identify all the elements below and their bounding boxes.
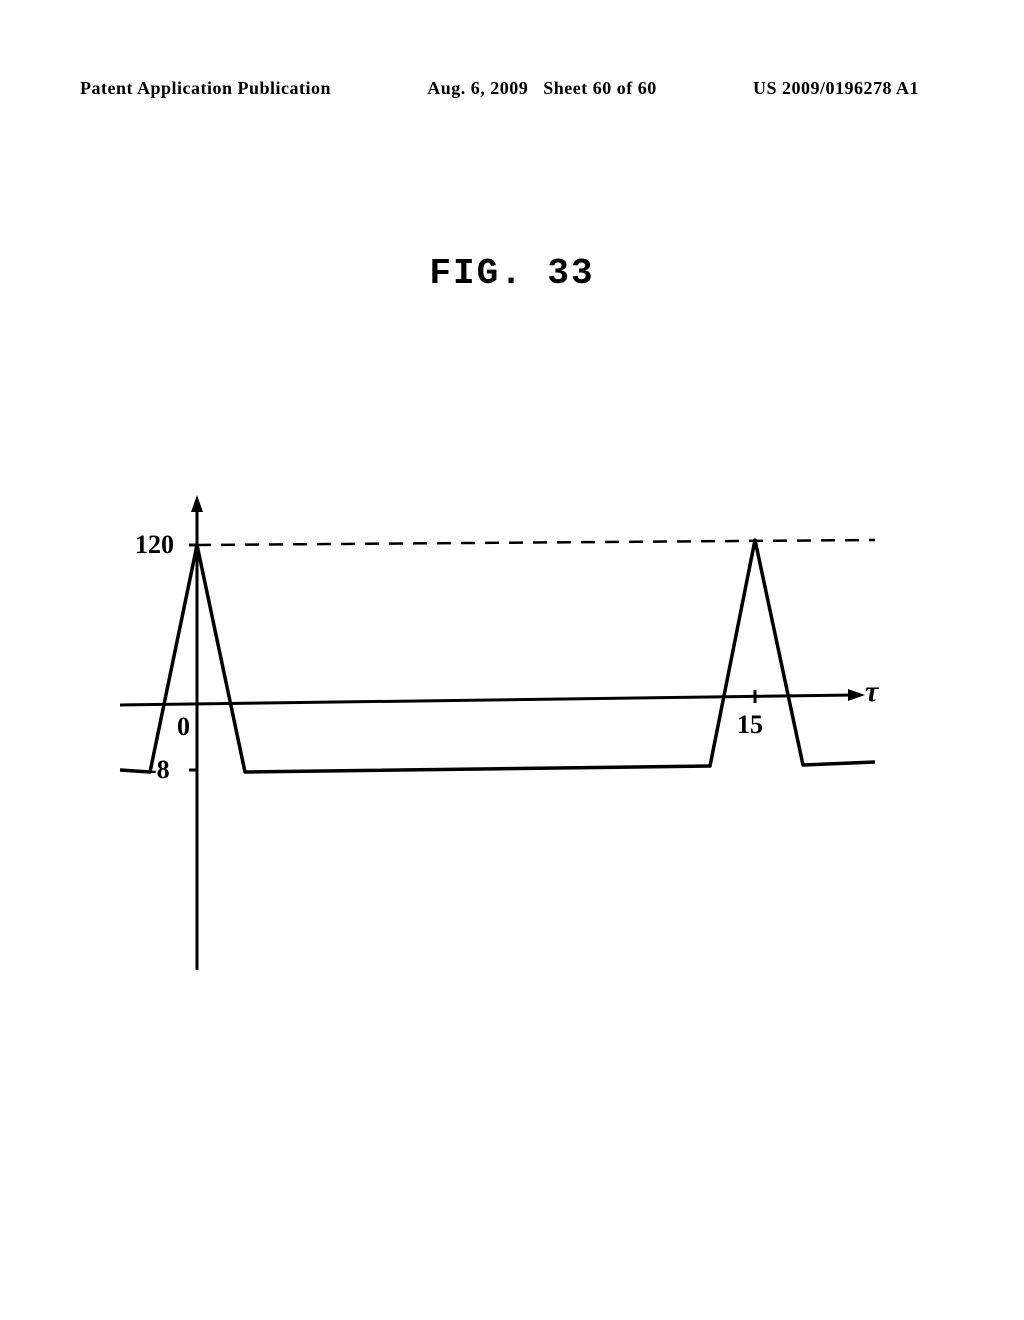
sheet-date-label: Aug. 6, 2009 Sheet 60 of 60	[427, 78, 657, 99]
figure-title: FIG. 33	[429, 253, 594, 294]
x-axis-symbol: τ	[865, 675, 878, 709]
date-label: Aug. 6, 2009	[427, 78, 528, 98]
sheet-label: Sheet 60 of 60	[543, 78, 657, 98]
patent-number-label: US 2009/0196278 A1	[753, 78, 919, 99]
y-label-floor: -8	[148, 755, 170, 785]
peak-reference-line	[197, 540, 875, 545]
page-header: Patent Application Publication Aug. 6, 2…	[0, 78, 1024, 99]
publication-type-label: Patent Application Publication	[80, 78, 331, 99]
x-axis-arrow	[848, 689, 865, 701]
chart-svg	[115, 490, 885, 1010]
correlation-chart: 120 0 -8 15 τ	[115, 490, 885, 1010]
y-axis-arrow	[191, 495, 203, 512]
x-label-origin: 0	[177, 712, 190, 742]
y-label-peak: 120	[135, 530, 174, 560]
x-label-peak2: 15	[737, 710, 763, 740]
